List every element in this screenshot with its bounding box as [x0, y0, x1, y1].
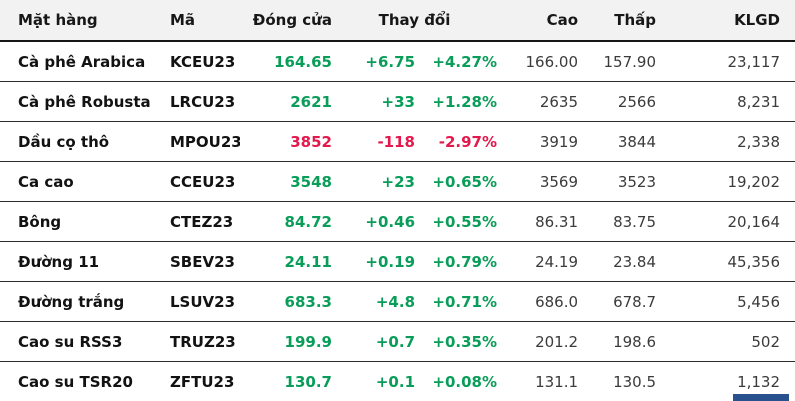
change-value: -118: [332, 121, 415, 162]
close-price: 164.65: [240, 41, 332, 82]
volume: 23,117: [656, 41, 795, 82]
low-price: 23.84: [578, 241, 657, 282]
header-close: Đóng cửa: [240, 0, 332, 42]
table-header-row: Mặt hàng Mã Đóng cửa Thay đổi Cao Thấp K…: [0, 0, 795, 42]
table-row-rubber-rss3[interactable]: Cao su RSS3 TRUZ23 199.9 +0.7 +0.35% 201…: [0, 321, 795, 362]
close-price: 24.11: [240, 241, 332, 282]
volume: 20,164: [656, 201, 795, 242]
table-row-rubber-tsr20[interactable]: Cao su TSR20 ZFTU23 130.7 +0.1 +0.08% 13…: [0, 361, 795, 401]
volume: 502: [656, 321, 795, 362]
change-percent: +0.08%: [415, 361, 498, 401]
commodity-code: MPOU23: [152, 121, 240, 162]
table-row-sugar11[interactable]: Đường 11 SBEV23 24.11 +0.19 +0.79% 24.19…: [0, 241, 795, 282]
high-price: 3919: [497, 121, 579, 162]
table-row-cocoa[interactable]: Ca cao CCEU23 3548 +23 +0.65% 3569 3523 …: [0, 161, 795, 202]
change-value: +4.8: [332, 281, 415, 322]
high-price: 3569: [497, 161, 579, 202]
change-value: +0.1: [332, 361, 415, 401]
table-row-palm-oil[interactable]: Dầu cọ thô MPOU23 3852 -118 -2.97% 3919 …: [0, 121, 795, 162]
commodity-name: Ca cao: [0, 161, 152, 202]
low-price: 198.6: [578, 321, 657, 362]
volume: 8,231: [656, 81, 795, 122]
change-percent: +0.79%: [415, 241, 498, 282]
close-price: 130.7: [240, 361, 332, 401]
volume: 5,456: [656, 281, 795, 322]
change-value: +23: [332, 161, 415, 202]
change-percent: +0.55%: [415, 201, 498, 242]
high-price: 86.31: [497, 201, 579, 242]
header-change: Thay đổi: [332, 0, 498, 42]
close-price: 2621: [240, 81, 332, 122]
low-price: 2566: [578, 81, 657, 122]
change-value: +0.7: [332, 321, 415, 362]
header-commodity: Mặt hàng: [0, 0, 152, 42]
change-percent: +0.71%: [415, 281, 498, 322]
change-value: +6.75: [332, 41, 415, 82]
change-value: +0.46: [332, 201, 415, 242]
high-price: 24.19: [497, 241, 579, 282]
header-high: Cao: [497, 0, 579, 42]
low-price: 3523: [578, 161, 657, 202]
commodity-name: Cà phê Robusta: [0, 81, 152, 122]
change-value: +33: [332, 81, 415, 122]
volume: 45,356: [656, 241, 795, 282]
commodity-name: Cao su RSS3: [0, 321, 152, 362]
commodity-name: Cà phê Arabica: [0, 41, 152, 82]
commodity-code: LSUV23: [152, 281, 240, 322]
commodity-name: Dầu cọ thô: [0, 121, 152, 162]
commodity-code: CCEU23: [152, 161, 240, 202]
table-row-arabica[interactable]: Cà phê Arabica KCEU23 164.65 +6.75 +4.27…: [0, 41, 795, 82]
high-price: 2635: [497, 81, 579, 122]
low-price: 157.90: [578, 41, 657, 82]
high-price: 131.1: [497, 361, 579, 401]
high-price: 166.00: [497, 41, 579, 82]
commodity-name: Đường 11: [0, 241, 152, 282]
commodity-code: ZFTU23: [152, 361, 240, 401]
volume: 19,202: [656, 161, 795, 202]
header-code: Mã: [152, 0, 240, 42]
header-volume: KLGD: [656, 0, 795, 42]
high-price: 686.0: [497, 281, 579, 322]
commodity-name: Cao su TSR20: [0, 361, 152, 401]
low-price: 3844: [578, 121, 657, 162]
low-price: 83.75: [578, 201, 657, 242]
commodity-code: KCEU23: [152, 41, 240, 82]
change-percent: +4.27%: [415, 41, 498, 82]
change-percent: +0.65%: [415, 161, 498, 202]
change-percent: +0.35%: [415, 321, 498, 362]
low-price: 678.7: [578, 281, 657, 322]
table-row-robusta[interactable]: Cà phê Robusta LRCU23 2621 +33 +1.28% 26…: [0, 81, 795, 122]
commodity-name: Bông: [0, 201, 152, 242]
change-percent: +1.28%: [415, 81, 498, 122]
commodity-code: SBEV23: [152, 241, 240, 282]
commodity-code: CTEZ23: [152, 201, 240, 242]
cutoff-bottom-element: [733, 394, 789, 401]
close-price: 199.9: [240, 321, 332, 362]
close-price: 84.72: [240, 201, 332, 242]
low-price: 130.5: [578, 361, 657, 401]
close-price: 3852: [240, 121, 332, 162]
commodity-name: Đường trắng: [0, 281, 152, 322]
volume: 2,338: [656, 121, 795, 162]
header-low: Thấp: [578, 0, 657, 42]
close-price: 683.3: [240, 281, 332, 322]
close-price: 3548: [240, 161, 332, 202]
commodity-code: TRUZ23: [152, 321, 240, 362]
table-row-white-sugar[interactable]: Đường trắng LSUV23 683.3 +4.8 +0.71% 686…: [0, 281, 795, 322]
change-value: +0.19: [332, 241, 415, 282]
change-percent: -2.97%: [415, 121, 498, 162]
table-row-cotton[interactable]: Bông CTEZ23 84.72 +0.46 +0.55% 86.31 83.…: [0, 201, 795, 242]
commodity-code: LRCU23: [152, 81, 240, 122]
high-price: 201.2: [497, 321, 579, 362]
